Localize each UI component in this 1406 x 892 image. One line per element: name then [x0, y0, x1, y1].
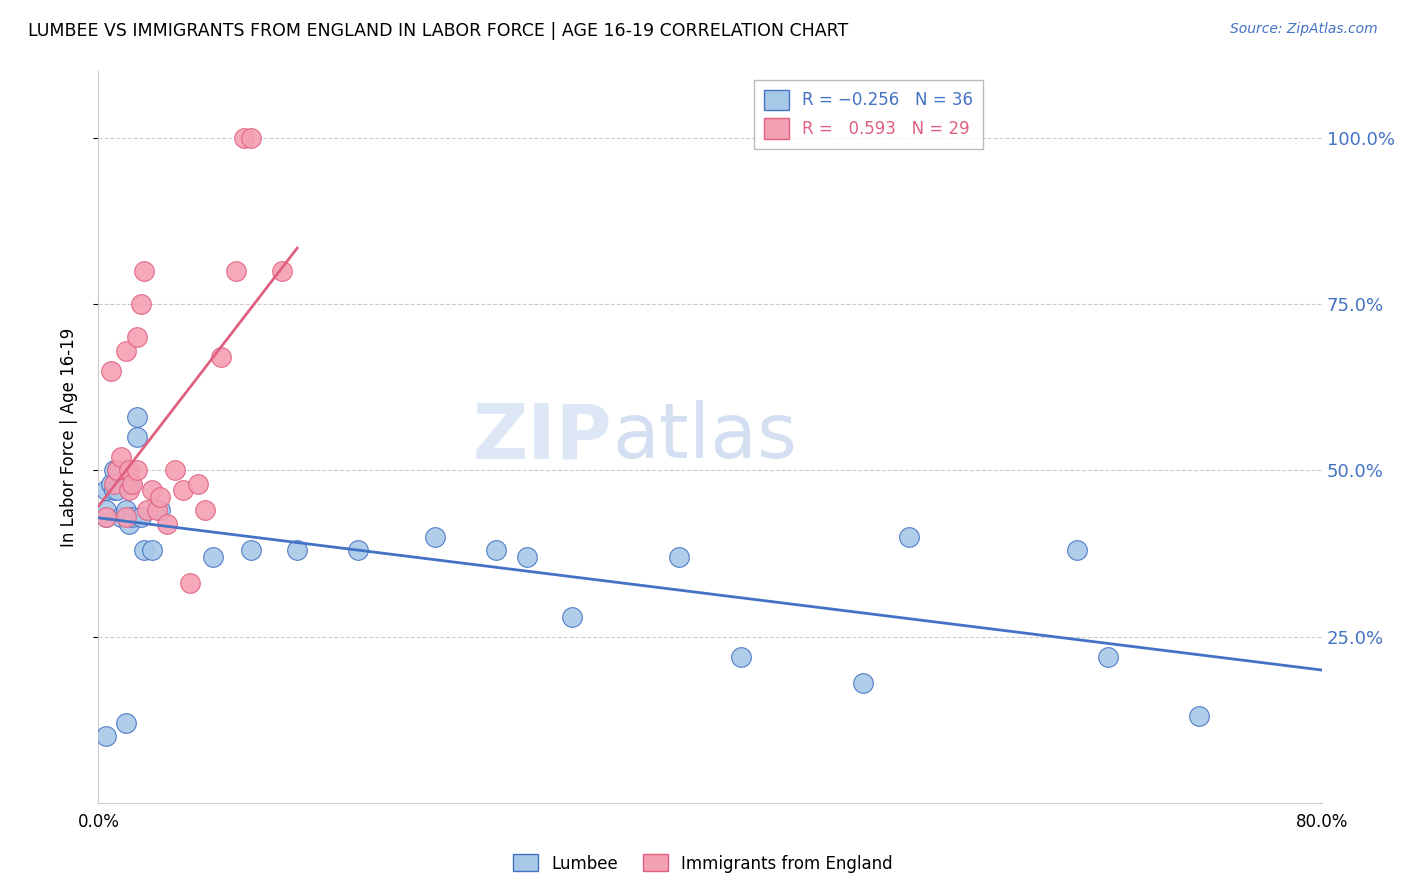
Point [129, 297, 152, 311]
Point [115, 503, 138, 517]
Point [110, 450, 132, 464]
Y-axis label: In Labor Force | Age 16-19: In Labor Force | Age 16-19 [59, 327, 77, 547]
Point [136, 503, 159, 517]
Point [105, 463, 128, 477]
Point [100, 476, 122, 491]
Point [145, 503, 167, 517]
Point [423, 530, 446, 544]
Point [240, 131, 263, 145]
Point [125, 330, 148, 344]
Point [94, 509, 117, 524]
Point [129, 509, 152, 524]
Point [94, 729, 117, 743]
Point [134, 543, 156, 558]
Point [110, 509, 132, 524]
Point [141, 483, 163, 498]
Point [94, 509, 117, 524]
Point [125, 410, 148, 425]
Point [134, 264, 156, 278]
Point [1097, 649, 1119, 664]
Point [149, 490, 172, 504]
Point [172, 483, 194, 498]
Point [285, 543, 308, 558]
Point [115, 716, 138, 731]
Point [125, 463, 148, 477]
Point [232, 131, 254, 145]
Text: ZIP: ZIP [472, 401, 612, 474]
Point [103, 483, 125, 498]
Point [115, 343, 138, 358]
Point [163, 463, 186, 477]
Text: Source: ZipAtlas.com: Source: ZipAtlas.com [1230, 22, 1378, 37]
Point [118, 476, 141, 491]
Point [194, 503, 217, 517]
Point [225, 264, 247, 278]
Point [270, 264, 292, 278]
Point [561, 609, 583, 624]
Point [179, 576, 201, 591]
Point [516, 549, 538, 564]
Point [668, 549, 690, 564]
Point [347, 543, 370, 558]
Point [118, 463, 141, 477]
Point [94, 483, 117, 498]
Text: LUMBEE VS IMMIGRANTS FROM ENGLAND IN LABOR FORCE | AGE 16-19 CORRELATION CHART: LUMBEE VS IMMIGRANTS FROM ENGLAND IN LAB… [28, 22, 848, 40]
Point [100, 363, 122, 377]
Point [1066, 543, 1088, 558]
Point [187, 476, 209, 491]
Point [209, 351, 232, 365]
Point [141, 543, 163, 558]
Point [105, 463, 128, 477]
Point [121, 476, 143, 491]
Point [94, 503, 117, 517]
Point [156, 516, 179, 531]
Text: atlas: atlas [612, 401, 797, 474]
Point [240, 543, 263, 558]
Point [115, 509, 138, 524]
Point [1188, 709, 1211, 723]
Point [118, 516, 141, 531]
Point [125, 430, 148, 444]
Point [485, 543, 508, 558]
Point [105, 483, 128, 498]
Point [897, 530, 920, 544]
Point [149, 503, 172, 517]
Point [121, 509, 143, 524]
Legend: Lumbee, Immigrants from England: Lumbee, Immigrants from England [506, 847, 900, 880]
Point [118, 483, 141, 498]
Point [103, 476, 125, 491]
Point [852, 676, 875, 690]
Point [202, 549, 225, 564]
Legend: R = −0.256   N = 36, R =   0.593   N = 29: R = −0.256 N = 36, R = 0.593 N = 29 [754, 79, 983, 149]
Point [103, 463, 125, 477]
Point [730, 649, 752, 664]
